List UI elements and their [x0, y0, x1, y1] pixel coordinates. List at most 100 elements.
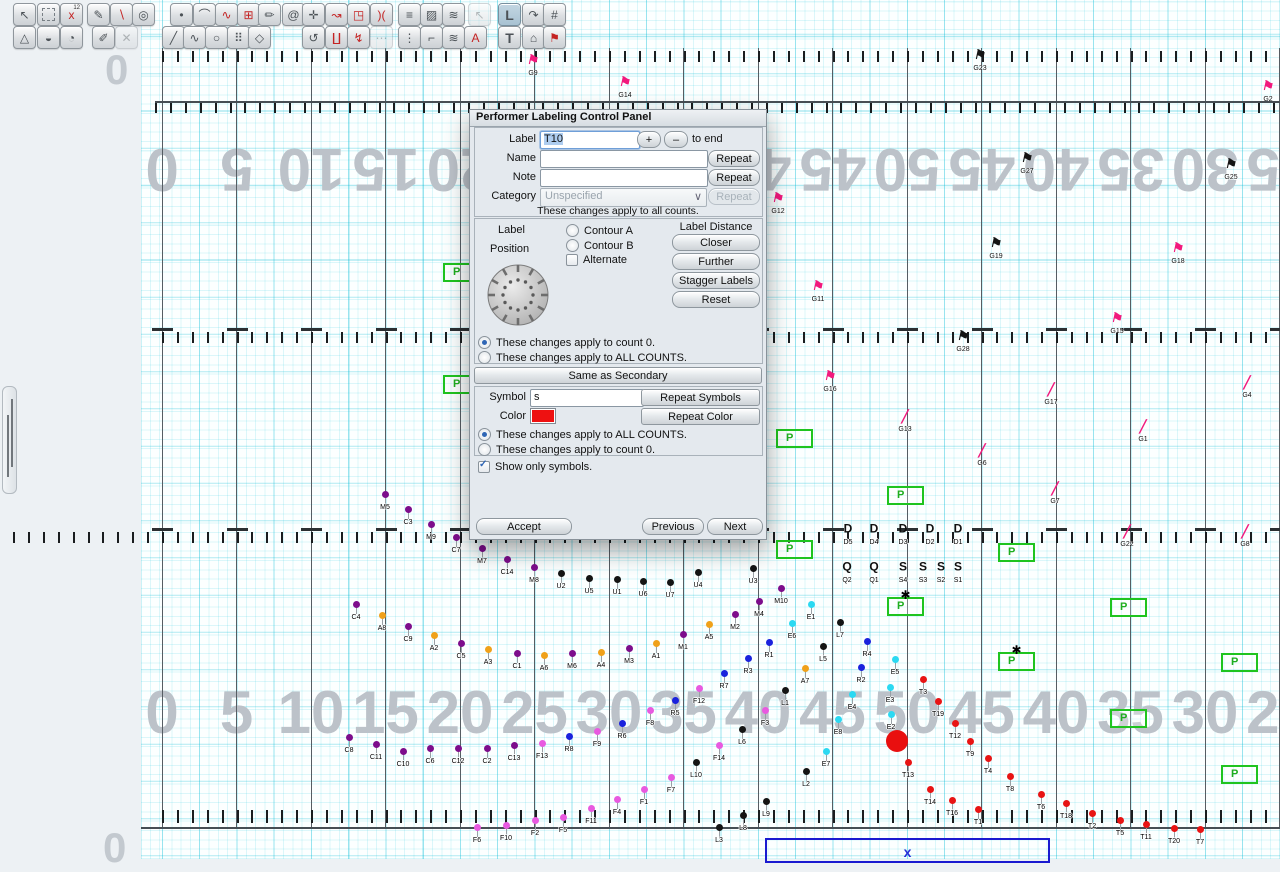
- dot-marker: [614, 576, 621, 583]
- note-repeat-button[interactable]: Repeat: [708, 169, 760, 186]
- squiggle-tool[interactable]: ∿: [183, 26, 206, 49]
- selected-performer-box[interactable]: P✱: [887, 597, 924, 616]
- prop-box[interactable]: x: [765, 838, 1050, 863]
- select-tool[interactable]: ↖: [13, 3, 36, 26]
- selected-performer-box[interactable]: P: [776, 540, 813, 559]
- location-pin-tool[interactable]: ◎: [132, 3, 155, 26]
- marquee-select-tool[interactable]: [37, 3, 60, 26]
- same-as-secondary-button[interactable]: Same as Secondary: [474, 367, 762, 384]
- arc-tool[interactable]: ⌒: [193, 3, 216, 26]
- selected-performer-box[interactable]: P✱: [998, 652, 1035, 671]
- move-tool[interactable]: ✛: [302, 3, 325, 26]
- list-options-tool[interactable]: ≡: [398, 3, 421, 26]
- color-swatch[interactable]: [530, 408, 556, 424]
- apply-allcounts-radio[interactable]: These changes apply to ALL COUNTS.: [478, 351, 687, 364]
- dot-marker: [405, 623, 412, 630]
- tool-drawer-handle[interactable]: [2, 386, 17, 494]
- wave-list-tool[interactable]: ≋: [442, 3, 465, 26]
- step-shape-tool[interactable]: ⌐: [420, 26, 443, 49]
- selected-performer-box[interactable]: P: [1221, 653, 1258, 672]
- transition-arrow-tool[interactable]: ↷: [522, 3, 545, 26]
- circle-tool[interactable]: ○: [205, 26, 228, 49]
- dot-tool[interactable]: •: [170, 3, 193, 26]
- pinch-curve-tool[interactable]: )(: [370, 3, 393, 26]
- repeat-color-button[interactable]: Repeat Color: [641, 408, 760, 425]
- stagger-labels-button[interactable]: Stagger Labels: [672, 272, 760, 289]
- accept-button[interactable]: Accept: [476, 518, 572, 535]
- hash-mark: [301, 328, 322, 331]
- follow-path-tool[interactable]: ↝: [325, 3, 348, 26]
- label-plus-button[interactable]: +: [637, 131, 661, 148]
- block-grid-tool[interactable]: ⊞: [237, 3, 260, 26]
- zigzag-tool[interactable]: ↯: [347, 26, 370, 49]
- yard-tick: [1235, 332, 1237, 343]
- contour-b-radio[interactable]: Contour B: [566, 239, 634, 252]
- label-minus-button[interactable]: –: [664, 131, 688, 148]
- selected-performer-box[interactable]: P: [1110, 709, 1147, 728]
- resize-box-tool[interactable]: ◳: [347, 3, 370, 26]
- selected-performer-box[interactable]: P: [1110, 598, 1147, 617]
- curve-tool[interactable]: ∿: [215, 3, 238, 26]
- hash-mark: [823, 528, 844, 531]
- ghost-anchor-tool[interactable]: ✕: [115, 26, 138, 49]
- selected-performer-box[interactable]: P: [887, 486, 924, 505]
- ghost-pointer-tool[interactable]: ↖: [468, 3, 491, 26]
- counter-pad-tool[interactable]: #: [543, 3, 566, 26]
- alternate-checkbox[interactable]: Alternate: [566, 254, 627, 266]
- line-tool[interactable]: ╱: [162, 26, 185, 49]
- rotate-tool[interactable]: ↺: [302, 26, 325, 49]
- selected-performer-box[interactable]: P: [998, 543, 1035, 562]
- dot-marker: [1117, 817, 1124, 824]
- home-tool[interactable]: ⌂: [522, 26, 545, 49]
- layers-tool[interactable]: ▨: [420, 3, 443, 26]
- history-clock-tool[interactable]: ◔: [60, 26, 83, 49]
- yard-tick: [155, 103, 157, 113]
- label-position-dial[interactable]: [485, 262, 551, 328]
- flag-tool[interactable]: ⚑: [543, 26, 566, 49]
- selected-performer-box[interactable]: P: [1221, 765, 1258, 784]
- note-input[interactable]: [540, 169, 708, 187]
- selected-performer-box[interactable]: P: [776, 429, 813, 448]
- symbol-apply-count0-radio[interactable]: These changes apply to count 0.: [478, 443, 655, 456]
- yard-tick: [1273, 103, 1275, 113]
- performer-label: M1: [678, 644, 688, 651]
- node-line-tool[interactable]: ∖: [110, 3, 133, 26]
- dotted-list-tool[interactable]: ⋮: [398, 26, 421, 49]
- waves-tool[interactable]: ≋: [442, 26, 465, 49]
- apply-count0-radio[interactable]: These changes apply to count 0.: [478, 336, 655, 349]
- name-repeat-button[interactable]: Repeat: [708, 150, 760, 167]
- category-repeat-button[interactable]: Repeat: [708, 188, 760, 205]
- reset-button[interactable]: Reset: [672, 291, 760, 308]
- pen-tool[interactable]: ✎: [87, 3, 110, 26]
- symbol-input[interactable]: s: [530, 389, 644, 407]
- dot-grid-tool[interactable]: ⠿: [227, 26, 250, 49]
- closer-button[interactable]: Closer: [672, 234, 760, 251]
- dialog-title[interactable]: Performer Labeling Control Panel: [470, 110, 766, 127]
- text-tool[interactable]: T: [498, 26, 521, 49]
- further-button[interactable]: Further: [672, 253, 760, 270]
- pencil-tool[interactable]: ✏: [258, 3, 281, 26]
- guard-label: G8: [1240, 541, 1249, 548]
- label-tool[interactable]: L: [498, 3, 521, 26]
- book-tool[interactable]: A: [464, 26, 487, 49]
- yard-tick: [445, 810, 447, 823]
- label-input[interactable]: T10: [540, 131, 640, 149]
- cone-tool[interactable]: △: [13, 26, 36, 49]
- marker-tool[interactable]: ✐: [92, 26, 115, 49]
- lasso-tool[interactable]: ◒: [37, 26, 60, 49]
- symbol-apply-allcounts-radio[interactable]: These changes apply to ALL COUNTS.: [478, 428, 687, 441]
- name-input[interactable]: [540, 150, 708, 168]
- guard-label: G25: [1224, 174, 1237, 181]
- next-button[interactable]: Next: [707, 518, 763, 535]
- show-only-symbols-checkbox[interactable]: Show only symbols.: [478, 461, 592, 473]
- highlighted-performer-dot[interactable]: [886, 730, 908, 752]
- previous-button[interactable]: Previous: [642, 518, 704, 535]
- contour-a-radio[interactable]: Contour A: [566, 224, 633, 237]
- pentagon-tool[interactable]: ◇: [248, 26, 271, 49]
- yard-tick: [877, 332, 879, 343]
- ghost-steps-tool[interactable]: ⋯: [370, 26, 393, 49]
- repeat-symbols-button[interactable]: Repeat Symbols: [641, 389, 760, 406]
- yard-tick: [296, 51, 298, 62]
- pulse-shape-tool[interactable]: ∐: [325, 26, 348, 49]
